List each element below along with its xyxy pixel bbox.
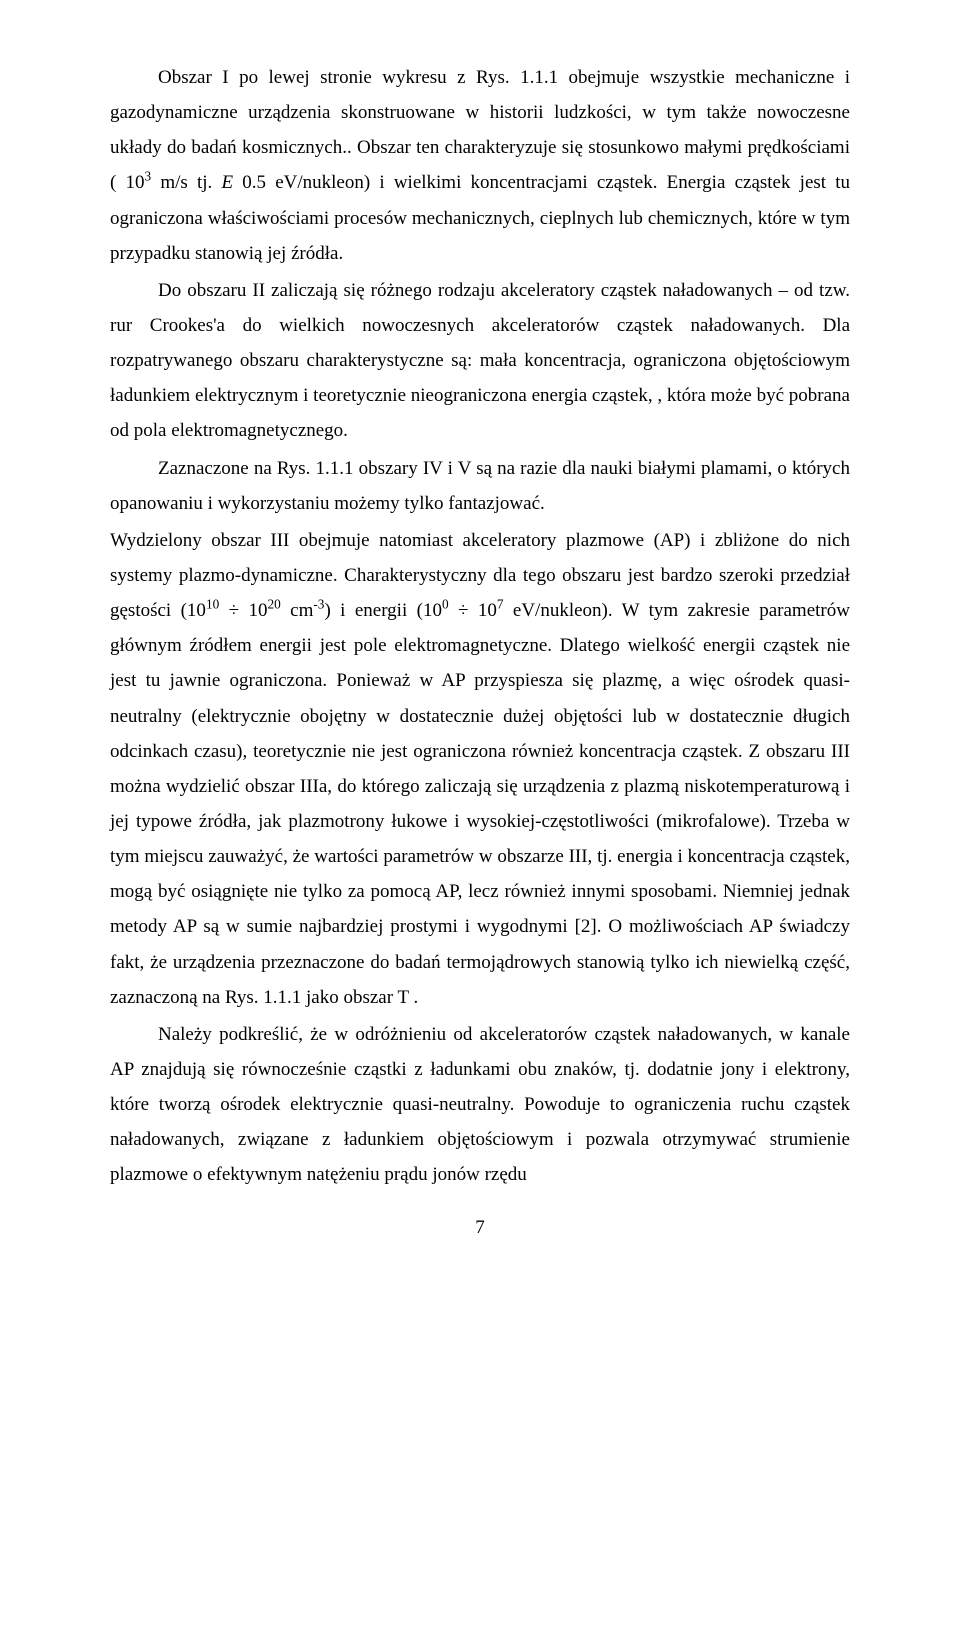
page-number: 7 bbox=[110, 1217, 850, 1239]
paragraph: Wydzielony obszar III obejmuje natomiast… bbox=[110, 523, 850, 1015]
paragraph: Do obszaru II zaliczają się różnego rodz… bbox=[110, 273, 850, 449]
paragraph: Należy podkreślić, że w odróżnieniu od a… bbox=[110, 1017, 850, 1193]
paragraph: Obszar I po lewej stronie wykresu z Rys.… bbox=[110, 60, 850, 271]
page-content: Obszar I po lewej stronie wykresu z Rys.… bbox=[0, 0, 960, 1279]
paragraph: Zaznaczone na Rys. 1.1.1 obszary IV i V … bbox=[110, 451, 850, 521]
